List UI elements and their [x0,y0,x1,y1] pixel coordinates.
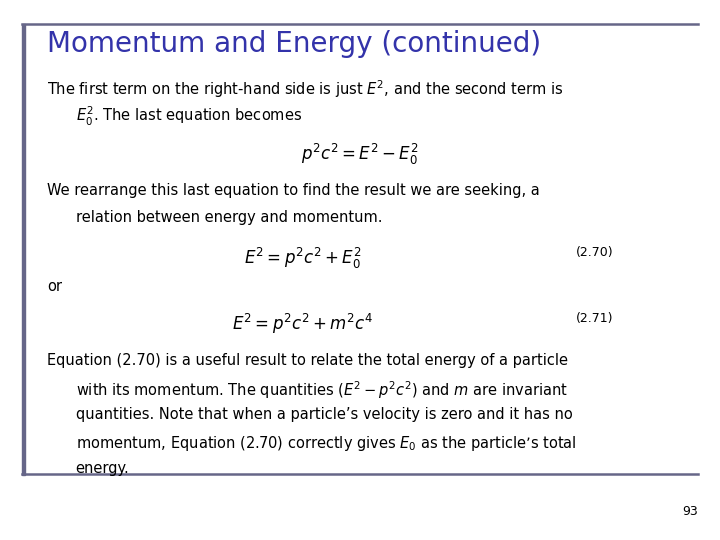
Text: or: or [47,279,62,294]
Text: momentum, Equation (2.70) correctly gives $E_0$ as the particle’s total: momentum, Equation (2.70) correctly give… [76,434,576,453]
Text: energy.: energy. [76,461,130,476]
Text: relation between energy and momentum.: relation between energy and momentum. [76,210,382,225]
Text: (2.70): (2.70) [576,246,613,259]
Text: $p^2c^2 = E^2 - E_0^2$: $p^2c^2 = E^2 - E_0^2$ [301,142,419,167]
Text: The first term on the right-hand side is just $E^2$, and the second term is: The first term on the right-hand side is… [47,78,563,100]
Text: quantities. Note that when a particle’s velocity is zero and it has no: quantities. Note that when a particle’s … [76,407,572,422]
Text: (2.71): (2.71) [576,312,613,325]
Text: $E^2 = p^2c^2 + E_0^2$: $E^2 = p^2c^2 + E_0^2$ [243,246,361,271]
Text: with its momentum. The quantities $(E^2 - p^2c^2)$ and $m$ are invariant: with its momentum. The quantities $(E^2 … [76,380,567,401]
Text: Equation (2.70) is a useful result to relate the total energy of a particle: Equation (2.70) is a useful result to re… [47,353,568,368]
Text: $E^2 = p^2c^2 + m^2c^4$: $E^2 = p^2c^2 + m^2c^4$ [232,312,373,336]
Bar [22,24,25,475]
Text: 93: 93 [683,505,698,518]
Text: We rearrange this last equation to find the result we are seeking, a: We rearrange this last equation to find … [47,183,539,198]
Text: $E_0^2$. The last equation becomes: $E_0^2$. The last equation becomes [76,105,302,129]
Text: Momentum and Energy (continued): Momentum and Energy (continued) [47,30,541,58]
